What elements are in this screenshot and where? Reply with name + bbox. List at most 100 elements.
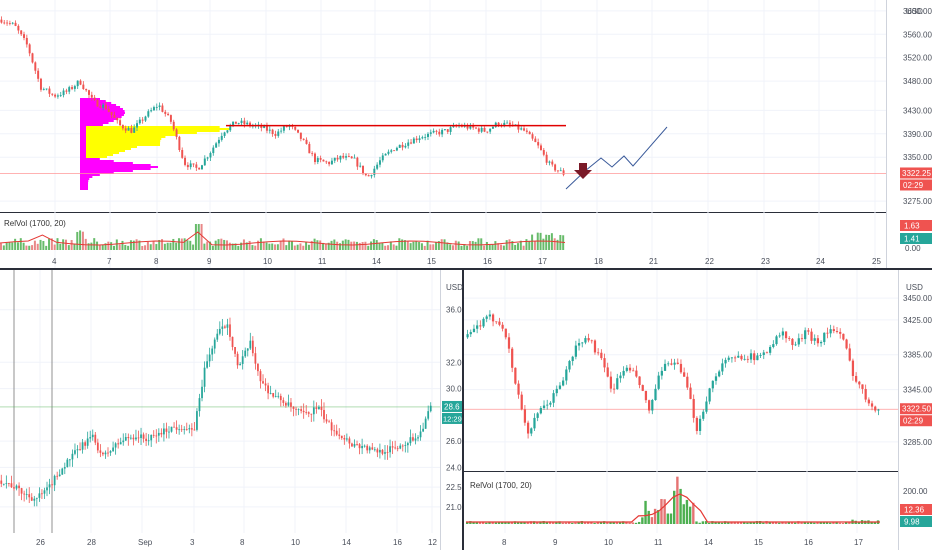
relvol-bar: [257, 240, 260, 250]
top-candle: [277, 131, 280, 136]
top-chart-drawings[interactable]: [0, 124, 886, 190]
bottom-left-candle: [300, 409, 303, 411]
bottom-right-candle: [660, 370, 663, 376]
relvol-bar: [679, 488, 682, 524]
relvol-bar: [313, 238, 316, 250]
bottom-left-candle: [178, 429, 181, 431]
relvol-bar: [730, 522, 733, 524]
relvol-bar: [631, 522, 634, 524]
relvol-bar: [752, 522, 756, 524]
top-candle: [556, 170, 559, 172]
top-candle: [76, 80, 79, 87]
down-arrow-icon[interactable]: [574, 163, 592, 179]
relvol-bar: [548, 521, 552, 524]
bottom-left-candle: [279, 395, 282, 401]
top-candle: [415, 138, 418, 141]
top-candle: [3, 22, 6, 24]
relvol-bar: [695, 521, 698, 524]
bottom-left-candle: [107, 452, 109, 454]
relvol-bar: [548, 234, 551, 250]
profile-bar: [80, 186, 89, 188]
bottom-left-candle: [318, 406, 320, 410]
top-candle: [410, 142, 413, 144]
profile-bar: [80, 166, 158, 168]
countdown-label: 12:29: [443, 414, 462, 423]
top-candle: [23, 34, 26, 38]
relvol-badge: [900, 220, 932, 231]
bottom-right-relvol-panel: 200.00 12.36 9.98: [466, 476, 932, 527]
relvol-bar: [556, 239, 559, 250]
top-chart-price-axis[interactable]: 3600.00 3560.00 3520.00 3480.00 3430.00 3390.…: [900, 7, 932, 206]
profile-bar: [80, 154, 113, 156]
relvol-bar: [454, 240, 457, 250]
relvol-bar: [296, 244, 299, 250]
bottom-left-candle: [414, 438, 417, 441]
relvol-bar: [446, 242, 449, 250]
bottom-left-candle: [358, 444, 361, 449]
top-candle: [435, 130, 438, 132]
relvol-bar: [564, 522, 568, 524]
top-candle: [325, 161, 328, 163]
relvol-bar: [474, 241, 477, 250]
relvol-bar: [141, 245, 144, 250]
time-tick-label: 9: [207, 257, 212, 266]
bottom-right-candle: [603, 358, 606, 368]
bottom-right-candle: [479, 325, 482, 327]
bottom-left-candle: [150, 434, 153, 441]
relvol-bar: [844, 521, 848, 524]
top-candle: [429, 132, 432, 134]
bottom-right-candle: [476, 325, 479, 329]
time-tick-label: 8: [154, 257, 159, 266]
price-tick-label: 3480.00: [903, 77, 932, 86]
countdown-badge: [900, 415, 932, 427]
top-candle: [138, 119, 141, 124]
profile-bar: [80, 140, 86, 142]
top-chart-time-axis[interactable]: 4 7 8 9 10 11 14 15 16 17 18 21 22 23 24 25: [52, 257, 881, 266]
relvol-bar: [606, 521, 609, 524]
price-tick-label: 22.5: [446, 483, 462, 492]
relvol-bar: [389, 241, 392, 250]
bottom-left-chart[interactable]: 36.0 32.0 30.0 26.0 24.0 22.5 21.0 28.6 12:29 26 2…: [0, 270, 462, 547]
relvol-badge-label: 12.36: [904, 506, 925, 515]
top-candle: [322, 159, 325, 162]
bottom-right-candle: [686, 376, 689, 388]
relvol-bar: [370, 241, 373, 250]
relvol-bar: [161, 239, 164, 250]
top-candle: [350, 156, 353, 159]
top-candle: [506, 122, 509, 124]
relvol-bar: [39, 239, 42, 250]
relvol-bar: [138, 240, 141, 250]
bottom-left-candle: [129, 437, 132, 439]
top-candle: [48, 88, 51, 94]
relvol-bar: [628, 522, 631, 524]
top-candle: [220, 135, 223, 140]
bottom-right-chart[interactable]: 3450.00 3425.00 3385.00 3345.00 3285.00 3322.…: [464, 270, 932, 547]
relvol-bar: [412, 241, 415, 250]
relvol-bar: [514, 244, 517, 250]
bottom-right-candle: [816, 338, 820, 344]
top-candle: [539, 145, 542, 151]
relvol-bar: [784, 522, 787, 524]
relvol-bar: [488, 244, 491, 250]
relvol-bar: [339, 243, 341, 250]
relvol-bar: [653, 508, 657, 524]
profile-bar: [80, 138, 162, 140]
relvol-bar: [491, 522, 494, 524]
relvol-bar: [688, 506, 692, 524]
relvol-badge: [900, 516, 932, 527]
bottom-right-candle: [804, 330, 807, 340]
relvol-bar: [463, 244, 466, 250]
top-candle: [299, 132, 302, 139]
profile-bar: [80, 176, 93, 178]
relvol-bar: [378, 242, 381, 250]
bottom-left-candle: [330, 422, 333, 431]
bottom-left-candle: [323, 409, 325, 420]
relvol-bar: [762, 522, 765, 524]
relvol-bar: [533, 241, 536, 250]
bottom-right-candle: [797, 338, 800, 345]
relvol-bar: [507, 522, 510, 524]
bottom-right-candle: [584, 338, 587, 343]
bottom-right-candle: [762, 352, 765, 356]
top-candle: [390, 150, 393, 152]
